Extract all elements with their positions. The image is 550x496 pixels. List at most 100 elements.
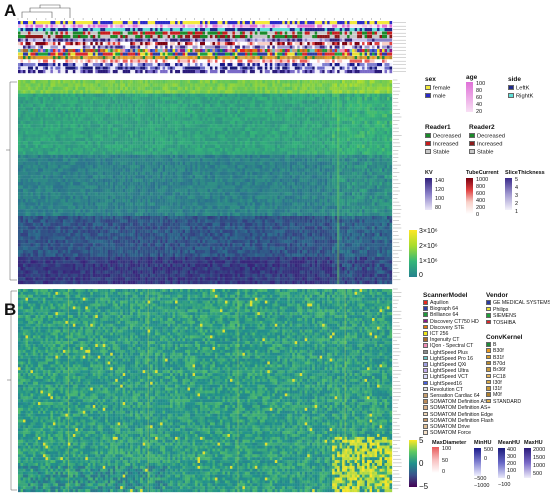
annotation-cell: [115, 42, 118, 46]
annotation-cell: [337, 28, 340, 32]
heatmap-a-cell: [187, 107, 191, 111]
annotation-cell: [222, 70, 226, 74]
heatmap-a-cell: [150, 93, 153, 98]
annotation-cell: [197, 56, 201, 60]
annotation-cell: [130, 38, 133, 42]
annotation-cell: [369, 28, 373, 32]
annotation-cell: [324, 70, 328, 74]
annotation-cell: [65, 52, 69, 56]
heatmap-a-cell: [105, 131, 108, 135]
annotation-cell: [80, 49, 83, 53]
heatmap-a-cell: [334, 83, 338, 87]
heatmap-a-cell: [177, 97, 181, 101]
annotation-cell: [349, 31, 353, 35]
heatmap-a-cell: [30, 127, 34, 132]
annotation-cell: [359, 31, 363, 35]
heatmap-a-cell: [120, 107, 123, 111]
heatmap-a-cell: [77, 86, 81, 91]
annotation-cell: [264, 56, 268, 60]
heatmap-a-cell: [274, 100, 278, 104]
heatmap-a-cell: [219, 90, 223, 94]
annotation-cell: [110, 49, 113, 53]
heatmap-a-cell: [110, 80, 113, 84]
annotation-cell: [282, 24, 285, 28]
heatmap-a-cell: [177, 114, 181, 118]
heatmap-a-cell: [249, 100, 253, 104]
heatmap-a-cell: [307, 127, 310, 132]
heatmap-a-cell: [384, 80, 388, 84]
heatmap-a-cell: [115, 110, 118, 115]
heatmap-a-cell: [42, 127, 46, 132]
heatmap-a-cell: [277, 83, 280, 87]
heatmap-a-cell: [314, 137, 318, 142]
heatmap-a-cell: [192, 134, 196, 138]
heatmap-a-cell: [25, 90, 29, 94]
annotation-cell: [50, 35, 54, 39]
annotation-cell: [97, 24, 101, 28]
heatmap-a-cell: [389, 114, 393, 118]
annotation-cell: [287, 38, 290, 42]
heatmap-a-cell: [324, 110, 328, 115]
annotation-cell: [344, 45, 348, 49]
annotation-cell: [75, 24, 78, 28]
annotation-cell: [162, 66, 166, 70]
heatmap-a-cell: [319, 86, 323, 91]
heatmap-a-cell: [374, 83, 378, 87]
annotation-cell: [254, 31, 258, 35]
annotation-cell: [344, 49, 348, 53]
heatmap-a-cell: [244, 107, 248, 111]
annotation-cell: [307, 35, 310, 39]
heatmap-a-cell: [332, 90, 335, 94]
heatmap-a-cell: [357, 100, 360, 104]
heatmap-a-cell: [357, 134, 360, 138]
heatmap-a-cell: [212, 114, 216, 118]
heatmap-a-cell: [35, 93, 39, 98]
annotation-cell: [18, 31, 21, 35]
annotation-cell: [52, 56, 56, 60]
heatmap-a-cell: [147, 110, 151, 115]
annotation-cell: [227, 70, 231, 74]
annotation-cell: [257, 63, 260, 67]
heatmap-a-cell: [247, 137, 251, 142]
annotation-cell: [362, 21, 365, 25]
annotation-cell: [172, 52, 176, 56]
heatmap-a-cell: [57, 117, 61, 121]
annotation-cell: [294, 31, 298, 35]
heatmap-a-cell: [67, 107, 71, 111]
annotation-cell: [322, 35, 325, 39]
annotation-cell: [312, 52, 315, 56]
heatmap-a-cell: [40, 117, 44, 121]
heatmap-a-cell: [155, 131, 158, 135]
heatmap-a-cell: [97, 100, 101, 104]
annotation-cell: [195, 63, 198, 67]
annotation-cell: [372, 49, 375, 53]
annotation-cell: [137, 59, 141, 63]
heatmap-a-cell: [234, 97, 238, 101]
heatmap-a-cell: [160, 80, 163, 84]
annotation-cell: [232, 56, 236, 60]
annotation-cell: [384, 42, 388, 46]
annotation-cell: [35, 52, 39, 56]
annotation-cell: [337, 31, 340, 35]
heatmap-a-cell: [50, 83, 54, 87]
annotation-cell: [102, 59, 106, 63]
heatmap-a-cell: [217, 127, 221, 132]
annotation-cell: [302, 35, 305, 39]
heatmap-a-cell: [229, 93, 233, 98]
annotation-cell: [239, 31, 243, 35]
heatmap-a-cell: [259, 93, 263, 98]
heatmap-a-cell: [147, 137, 151, 142]
annotation-cell: [389, 59, 393, 63]
annotation-cell: [142, 59, 146, 63]
annotation-cell: [209, 52, 213, 56]
annotation-cell: [200, 21, 203, 25]
annotation-cell: [252, 63, 256, 67]
annotation-cell: [289, 38, 293, 42]
heatmap-a-cell: [147, 134, 151, 138]
annotation-cell: [267, 63, 270, 67]
annotation-cell: [364, 56, 368, 60]
annotation-cell: [372, 66, 375, 70]
heatmap-a-cell: [344, 83, 348, 87]
annotation-cell: [132, 38, 136, 42]
annotation-cell: [202, 59, 206, 63]
